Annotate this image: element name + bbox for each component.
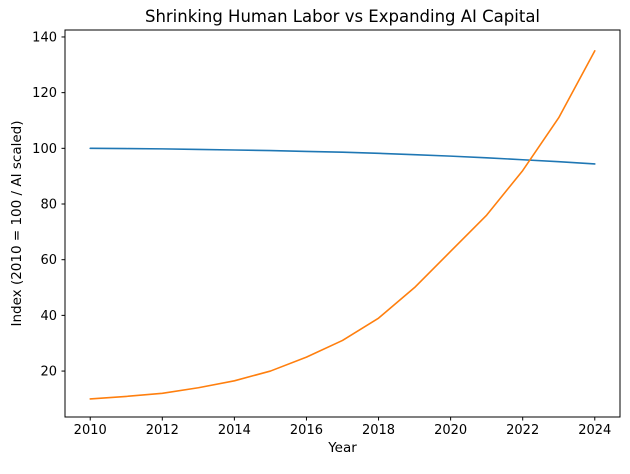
y-tick-label: 80 [40, 198, 57, 213]
series-human-labor-line [89, 147, 596, 165]
x-tick-label: 2016 [290, 423, 323, 438]
x-tick-label: 2022 [506, 423, 539, 438]
x-tick-label: 2020 [434, 423, 467, 438]
x-axis-label: Year [327, 440, 357, 456]
plot-area [64, 29, 621, 418]
x-tick-label: 2010 [74, 423, 107, 438]
x-tick-label: 2018 [362, 423, 395, 438]
x-tick-label: 2014 [218, 423, 251, 438]
y-tick-label: 100 [32, 142, 57, 157]
series-ai-capital-line [89, 50, 596, 400]
chart-title: Shrinking Human Labor vs Expanding AI Ca… [145, 7, 540, 26]
y-tick-label: 140 [32, 30, 57, 45]
y-tick-label: 40 [40, 309, 57, 324]
y-axis-label: Index (2010 = 100 / AI scaled) [9, 120, 25, 326]
y-tick-label: 120 [32, 86, 57, 101]
x-tick-label: 2012 [146, 423, 179, 438]
y-tick-label: 60 [40, 253, 57, 268]
x-tick-label: 2024 [578, 423, 611, 438]
y-tick-label: 20 [40, 365, 57, 380]
